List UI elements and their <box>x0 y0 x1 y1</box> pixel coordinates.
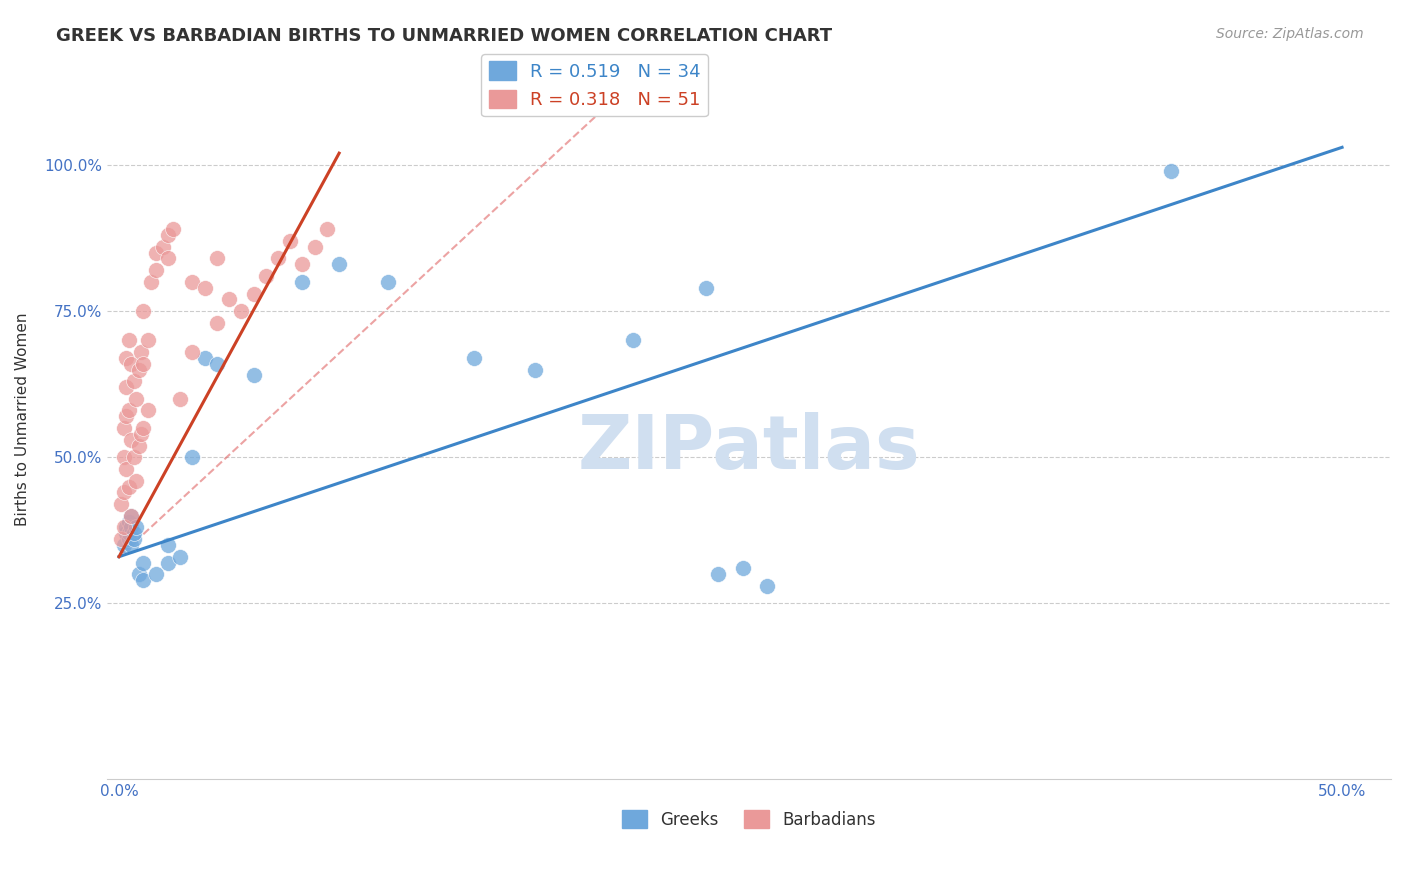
Point <box>181 345 204 359</box>
Point <box>118 334 141 348</box>
Point <box>120 357 142 371</box>
Point <box>128 362 150 376</box>
Point <box>112 421 135 435</box>
Point <box>112 485 135 500</box>
Legend: Greeks, Barbadians: Greeks, Barbadians <box>616 804 883 835</box>
Point <box>218 293 240 307</box>
Point <box>122 526 145 541</box>
Point <box>169 392 191 406</box>
Point <box>120 433 142 447</box>
Point <box>138 403 160 417</box>
Point <box>145 263 167 277</box>
Point <box>463 351 485 365</box>
Point <box>139 275 162 289</box>
Point <box>291 257 314 271</box>
Point <box>118 479 141 493</box>
Point <box>122 450 145 465</box>
Text: ZIPatlas: ZIPatlas <box>578 411 920 484</box>
Point <box>125 474 148 488</box>
Point <box>115 351 138 365</box>
Point <box>181 275 204 289</box>
Point <box>132 357 155 371</box>
Y-axis label: Births to Unmarried Women: Births to Unmarried Women <box>15 312 30 526</box>
Point <box>132 556 155 570</box>
Point <box>316 222 339 236</box>
Point <box>120 538 142 552</box>
Point <box>118 403 141 417</box>
Point <box>115 520 138 534</box>
Point <box>205 252 228 266</box>
Text: GREEK VS BARBADIAN BIRTHS TO UNMARRIED WOMEN CORRELATION CHART: GREEK VS BARBADIAN BIRTHS TO UNMARRIED W… <box>56 27 832 45</box>
Point <box>621 334 644 348</box>
Point <box>138 334 160 348</box>
Point <box>122 532 145 546</box>
Point <box>194 351 217 365</box>
Point <box>132 573 155 587</box>
Point <box>129 345 152 359</box>
Point <box>112 450 135 465</box>
Point <box>278 234 301 248</box>
Point <box>162 222 184 236</box>
Point <box>115 526 138 541</box>
Point <box>156 228 179 243</box>
Point <box>328 257 350 271</box>
Point <box>242 286 264 301</box>
Point <box>129 426 152 441</box>
Point <box>145 567 167 582</box>
Point <box>231 304 253 318</box>
Point <box>156 556 179 570</box>
Point <box>1160 163 1182 178</box>
Point <box>181 450 204 465</box>
Point <box>756 579 779 593</box>
Point <box>205 316 228 330</box>
Point <box>169 549 191 564</box>
Point <box>120 520 142 534</box>
Point <box>120 508 142 523</box>
Point <box>128 439 150 453</box>
Point <box>267 252 290 266</box>
Point <box>118 526 141 541</box>
Point <box>122 374 145 388</box>
Point <box>110 532 132 546</box>
Point <box>118 532 141 546</box>
Point <box>304 240 326 254</box>
Point <box>115 409 138 424</box>
Point <box>152 240 174 254</box>
Point <box>242 368 264 383</box>
Point <box>112 538 135 552</box>
Point <box>194 281 217 295</box>
Point <box>731 561 754 575</box>
Point <box>112 520 135 534</box>
Point <box>118 515 141 529</box>
Point <box>254 268 277 283</box>
Point <box>523 362 546 376</box>
Point <box>291 275 314 289</box>
Point <box>695 281 717 295</box>
Point <box>156 252 179 266</box>
Point <box>145 245 167 260</box>
Point <box>128 567 150 582</box>
Point <box>377 275 399 289</box>
Point <box>132 304 155 318</box>
Point <box>125 520 148 534</box>
Point <box>110 497 132 511</box>
Text: Source: ZipAtlas.com: Source: ZipAtlas.com <box>1216 27 1364 41</box>
Point <box>132 421 155 435</box>
Point <box>205 357 228 371</box>
Point <box>120 508 142 523</box>
Point <box>115 462 138 476</box>
Point <box>125 392 148 406</box>
Point <box>115 380 138 394</box>
Point <box>156 538 179 552</box>
Point <box>707 567 730 582</box>
